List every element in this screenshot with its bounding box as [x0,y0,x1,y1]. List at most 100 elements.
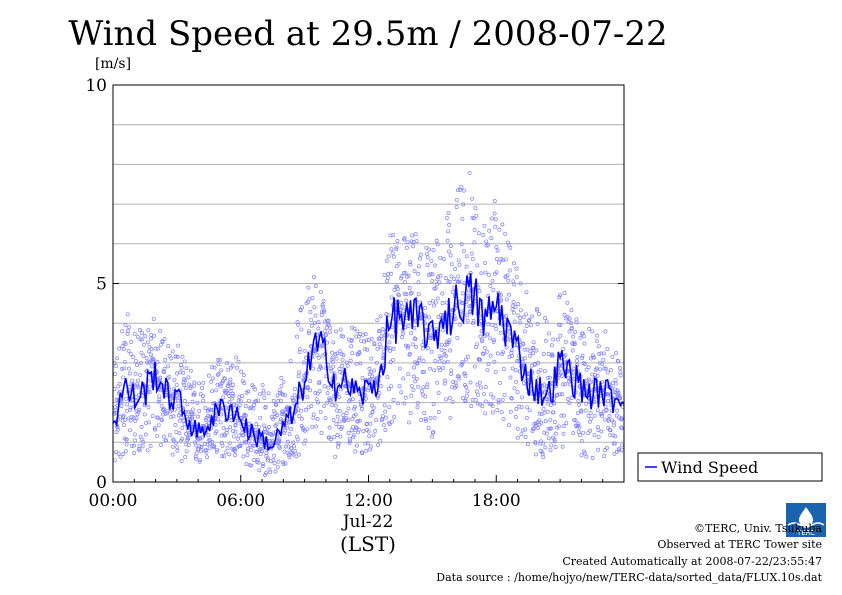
sample-point [422,306,427,311]
sample-point [270,433,274,438]
sample-point [594,366,599,371]
sample-point [469,251,474,256]
sample-point [156,346,161,351]
sample-point [389,295,394,300]
sample-point [512,319,517,324]
sample-point [424,418,429,423]
sample-point [122,423,126,428]
sample-point [433,286,438,291]
sample-point [225,361,230,365]
sample-point [523,435,528,439]
sample-point [436,391,441,396]
sample-point [463,373,468,378]
sample-point [116,427,120,432]
sample-point [378,329,383,334]
sample-point [382,423,386,428]
sample-point [305,395,310,400]
sample-point [416,384,420,389]
sample-point [518,320,522,325]
sample-point [524,415,529,420]
sample-point [456,258,461,263]
sample-point [530,346,535,351]
sample-point [384,312,389,317]
sample-point [612,451,617,456]
sample-point [262,423,266,428]
sample-point [573,418,578,423]
sample-point [428,366,432,371]
sample-point [437,280,442,285]
sample-point [596,434,601,439]
sample-point [373,429,378,433]
sample-point [299,424,304,429]
sample-point [310,424,315,429]
sample-point [349,428,354,433]
sample-point [471,318,476,323]
sample-point [472,216,476,221]
sample-point [355,329,360,334]
sample-point [402,236,407,241]
sample-point [243,404,248,408]
chart-title: Wind Speed at 29.5m / 2008-07-22 [68,14,667,54]
sample-point [193,456,198,461]
sample-point [466,354,470,359]
sample-point [292,393,297,398]
sample-point [199,449,203,454]
sample-point [416,280,421,285]
sample-point [443,378,448,383]
sample-point [416,271,421,276]
legend-box [637,452,823,482]
sample-point [308,310,313,314]
sample-point [181,370,186,375]
sample-point [268,470,273,475]
sample-point [232,402,237,407]
sample-point [272,461,277,466]
sample-point [606,392,611,397]
sample-point [545,409,550,414]
sample-point [389,384,394,389]
sample-point [265,456,270,461]
sample-point [425,346,430,351]
sample-point [331,418,336,422]
sample-point [482,345,487,350]
sample-point [197,444,202,449]
sample-point [328,437,333,442]
sample-point [365,347,370,352]
sample-point [309,323,314,328]
sample-point [203,406,208,411]
sample-point [195,400,200,405]
sample-point [125,408,129,413]
sample-point [321,310,326,315]
sample-point [549,443,554,448]
sample-point [460,362,465,367]
sample-point [579,438,584,443]
sample-point [467,170,472,175]
sample-point [489,236,494,241]
sample-point [567,329,572,334]
sample-point [184,442,189,447]
sample-point [281,379,286,384]
sample-point [416,292,421,297]
sample-point [437,365,441,370]
sample-point [350,351,355,356]
sample-point [360,375,365,380]
sample-point [389,247,394,252]
sample-point [235,418,240,423]
sample-point [409,239,414,244]
sample-point [375,395,380,400]
sample-point [542,369,547,374]
sample-point [504,345,509,350]
sample-point [429,258,434,263]
sample-point [490,410,495,415]
sample-point [461,396,466,401]
sample-point [448,244,453,248]
sample-point [450,399,455,404]
sample-point [442,349,447,353]
sample-point [401,271,406,275]
sample-point [486,322,491,327]
y-tick-label: 0 [96,473,107,493]
sample-point [391,233,396,238]
sample-point [365,441,370,446]
sample-point [138,328,142,332]
sample-point [300,305,305,310]
sample-point [372,342,377,347]
